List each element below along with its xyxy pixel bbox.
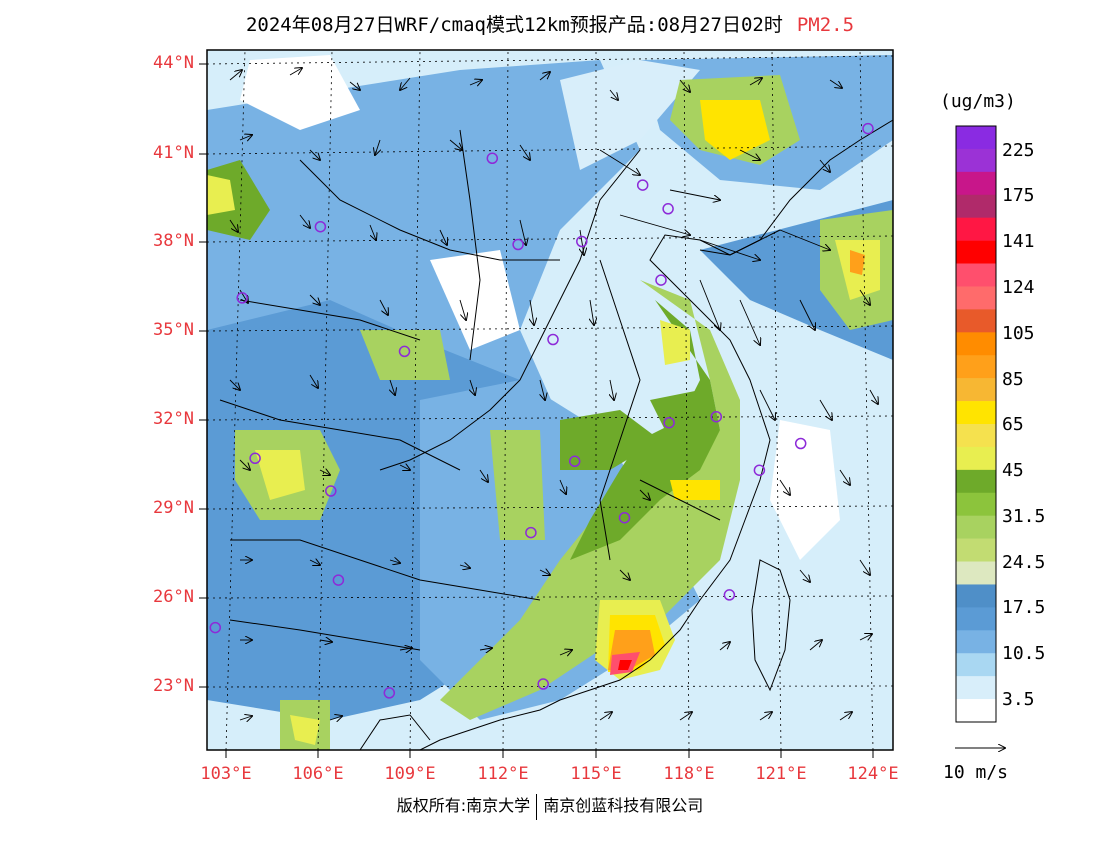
city-markers [173, 122, 874, 699]
city-marker [398, 345, 411, 358]
colorbar-cell [956, 538, 996, 562]
pm25-field [207, 55, 893, 750]
lat-tick-label: 44°N [153, 53, 194, 73]
city-marker [314, 220, 327, 233]
city-marker [710, 410, 723, 423]
lon-tick-label: 124°E [847, 764, 899, 784]
colorbar-level-label: 225 [1002, 140, 1035, 161]
city-marker [209, 621, 222, 634]
colorbar-level-label: 175 [1002, 185, 1035, 206]
lat-tick-label: 26°N [153, 587, 194, 607]
colorbar-cell [956, 676, 996, 700]
colorbar-level-label: 124 [1002, 277, 1035, 298]
colorbar-cell [956, 240, 996, 264]
lon-tick-label: 103°E [200, 764, 252, 784]
colorbar-cell [956, 607, 996, 631]
colorbar-level-label: 31.5 [1002, 506, 1046, 527]
colorbar-level-label: 141 [1002, 231, 1035, 252]
colorbar-level-label: 10.5 [1002, 643, 1046, 664]
city-marker [332, 574, 345, 586]
city-marker [383, 687, 396, 699]
colorbar-frame [955, 125, 997, 723]
city-marker [486, 152, 499, 165]
colorbar-cell [956, 469, 996, 494]
city-marker [236, 292, 248, 304]
lon-tick-label: 121°E [755, 764, 807, 784]
colorbar-level-label: 65 [1002, 414, 1024, 435]
lon-tick-label: 112°E [477, 764, 529, 784]
copyright-owner: 版权所有:南京大学 [396, 796, 531, 815]
colorbar-cell [956, 424, 996, 448]
city-marker [862, 122, 874, 135]
map-title: 2024年08月27日WRF/cmaq模式12km预报产品:08月27日02时 P… [0, 10, 1100, 37]
title-pollutant: PM2.5 [796, 14, 855, 36]
colorbar-level-label: 45 [1002, 460, 1024, 481]
colorbar-cell [956, 171, 996, 196]
colorbar-cell [956, 194, 996, 218]
city-marker [618, 511, 631, 524]
lon-tick-label: 106°E [292, 764, 344, 784]
title-main: 2024年08月27日WRF/cmaq模式12km预报产品:08月27日02时 [245, 14, 783, 36]
colorbar-cell [956, 217, 996, 241]
wind-vectors [229, 68, 878, 720]
city-marker [568, 455, 581, 468]
map-frame [206, 49, 894, 751]
colorbar-cell [956, 286, 996, 310]
city-marker [525, 526, 537, 539]
colorbar-cell [956, 148, 996, 173]
city-marker [723, 589, 736, 601]
colorbar [955, 125, 997, 723]
axis-ticks [199, 63, 874, 758]
copyright-partner: 南京创蓝科技有限公司 [543, 796, 704, 815]
city-marker [537, 678, 549, 690]
boundaries [219, 119, 893, 750]
city-marker [249, 452, 261, 465]
city-marker [576, 235, 588, 248]
colorbar-units: (ug/m3) [940, 91, 1016, 112]
colorbar-cell [956, 630, 996, 654]
lat-tick-label: 38°N [153, 231, 194, 251]
colorbar-level-label: 105 [1002, 323, 1035, 344]
colorbar-cell [956, 263, 996, 287]
lat-tick-label: 29°N [153, 498, 194, 518]
city-marker [325, 485, 337, 497]
colorbar-cell [956, 492, 996, 516]
colorbar-cell [956, 126, 996, 150]
colorbar-cell [956, 446, 996, 471]
lat-tick-label: 23°N [153, 676, 194, 696]
colorbar-cell [956, 378, 996, 402]
city-marker [636, 179, 649, 191]
colorbar-cell [956, 584, 996, 608]
colorbar-level-label: 85 [1002, 369, 1024, 390]
colorbar-cell [956, 699, 996, 723]
colorbar-level-label: 3.5 [1002, 689, 1035, 710]
city-marker [662, 203, 674, 215]
city-marker [173, 278, 183, 288]
colorbar-level-label: 17.5 [1002, 597, 1046, 618]
lon-tick-label: 118°E [663, 764, 715, 784]
footer-separator [536, 793, 538, 820]
copyright-footer: 版权所有:南京大学 南京创蓝科技有限公司 [0, 792, 1100, 820]
city-marker [794, 437, 807, 450]
colorbar-cell [956, 515, 996, 539]
colorbar-cell [956, 332, 996, 356]
colorbar-level-label: 24.5 [1002, 552, 1046, 573]
city-marker [655, 274, 667, 286]
lat-tick-label: 35°N [153, 320, 194, 340]
lat-tick-label: 32°N [153, 409, 194, 429]
city-marker [512, 238, 524, 251]
city-marker [663, 416, 675, 429]
colorbar-cell [956, 401, 996, 425]
city-marker [547, 333, 559, 346]
colorbar-cell [956, 355, 996, 379]
colorbar-cell [956, 653, 996, 677]
wind-reference-label: 10 m/s [943, 762, 1009, 783]
city-marker [753, 464, 766, 476]
lon-tick-label: 109°E [384, 764, 436, 784]
lat-tick-label: 41°N [153, 143, 194, 163]
colorbar-cell [956, 309, 996, 333]
lon-tick-label: 115°E [570, 764, 622, 784]
colorbar-cell [956, 561, 996, 585]
